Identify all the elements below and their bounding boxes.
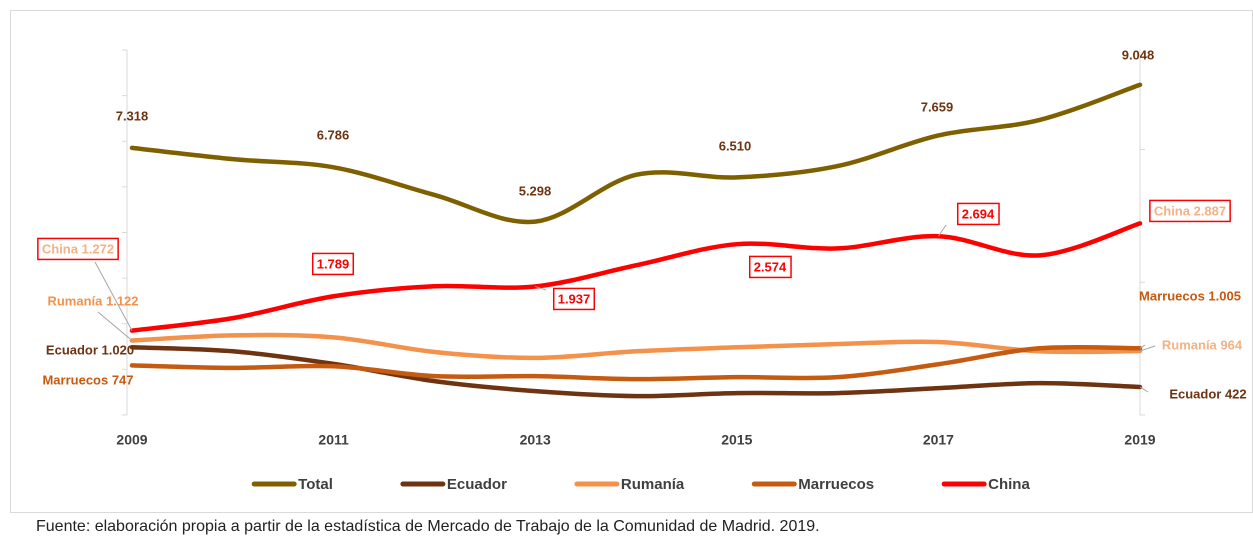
data-label: 6.510 — [719, 138, 752, 153]
leader-line — [97, 311, 133, 341]
series-line — [129, 221, 1143, 333]
legend-label: Total — [298, 476, 333, 493]
series-line — [129, 344, 1143, 382]
data-label: 7.318 — [116, 108, 149, 123]
data-label: China 1.272 — [42, 241, 114, 256]
legend-label: China — [988, 476, 1030, 493]
x-tick-label: 2015 — [721, 432, 752, 448]
leader-line — [937, 224, 947, 237]
data-label: 1.937 — [558, 291, 591, 306]
x-tick-label: 2019 — [1124, 432, 1155, 448]
leader-line — [1139, 345, 1156, 352]
x-tick-label: 2013 — [520, 432, 551, 448]
label-box — [552, 287, 596, 311]
legend-item: Ecuador — [400, 476, 507, 493]
data-label: Marruecos 747 — [42, 372, 133, 387]
data-label: 6.786 — [317, 127, 350, 142]
data-label: Rumanía 964 — [1162, 337, 1243, 352]
legend-label: Ecuador — [447, 476, 507, 493]
legend-item: Total — [251, 476, 333, 493]
data-label: 2.574 — [754, 259, 787, 274]
leader-line — [1139, 344, 1146, 349]
label-box — [37, 237, 119, 261]
label-box — [748, 255, 792, 279]
source-note: Fuente: elaboración propia a partir de l… — [36, 518, 820, 535]
legend-label: Marruecos — [798, 476, 874, 493]
data-label: Marruecos 1.005 — [1139, 288, 1241, 303]
label-box — [1149, 199, 1231, 223]
legend-item: Marruecos — [751, 476, 874, 493]
series-line — [129, 345, 1143, 399]
data-label: China 2.887 — [1154, 203, 1226, 218]
x-tick-label: 2017 — [923, 432, 954, 448]
label-box — [311, 252, 355, 276]
leader-line — [1139, 386, 1149, 393]
data-label: Rumanía 1.122 — [47, 293, 138, 308]
data-label: Ecuador 1.020 — [46, 342, 134, 357]
data-label: 1.789 — [317, 256, 350, 271]
leader-line — [94, 261, 133, 331]
data-label: 5.298 — [519, 183, 552, 198]
legend-item: China — [941, 476, 1030, 493]
legend-label: Rumanía — [621, 476, 685, 493]
data-label: 7.659 — [921, 99, 954, 114]
data-label: 2.694 — [962, 206, 995, 221]
x-tick-label: 2011 — [318, 432, 349, 448]
data-label: Ecuador 422 — [1169, 386, 1246, 401]
leader-line — [535, 285, 547, 291]
series-line — [129, 82, 1143, 225]
series-line — [129, 332, 1143, 361]
legend-item: Rumanía — [574, 476, 685, 493]
data-label: 9.048 — [1122, 47, 1155, 62]
chart-frame — [10, 10, 1253, 513]
x-tick-label: 2009 — [116, 432, 147, 448]
label-box — [956, 202, 1000, 226]
